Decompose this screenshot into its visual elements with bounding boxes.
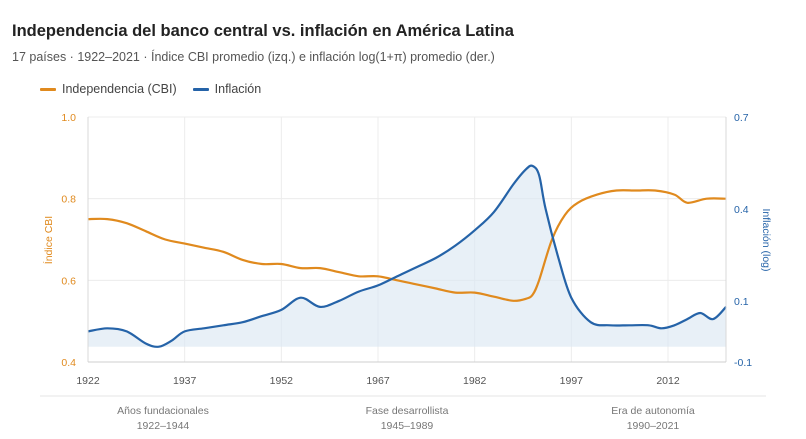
x-tick-label: 1997 (560, 375, 584, 387)
legend-swatch-cbi (40, 87, 56, 91)
y-left-tick-label: 0.8 (61, 194, 76, 206)
inflation-line (87, 164, 727, 348)
y-right-tick-label: 0.1 (734, 296, 749, 308)
y-left-tick-label: 1.0 (61, 112, 76, 124)
era-autonomy-range: 1990–2021 (626, 420, 680, 432)
inflation-area (88, 165, 726, 347)
era-foundational-name: Años fundacionales (117, 405, 209, 417)
cbi-line (87, 189, 727, 302)
y-left-tick-label: 0.6 (61, 275, 76, 287)
era-autonomy: Era de autonomía 1990–2021 (573, 404, 733, 434)
legend-label-cbi: Independencia (CBI) (62, 82, 177, 96)
era-foundational-range: 1922–1944 (136, 420, 190, 432)
x-tick-label: 1937 (173, 375, 197, 387)
y-right-axis-title: Inflación (log) (760, 208, 772, 271)
legend-swatch-inflation (192, 87, 209, 91)
y-right-tick-label: -0.1 (734, 357, 752, 369)
x-tick-label: 1922 (76, 375, 100, 387)
legend-label-inflation: Inflación (214, 82, 262, 96)
era-developmentalist: Fase desarrollista 1945–1989 (327, 404, 487, 434)
y-right-tick-label: 0.7 (734, 112, 749, 124)
era-developmentalist-name: Fase desarrollista (365, 405, 449, 417)
chart-title: Independencia del banco central vs. infl… (12, 22, 514, 40)
chart-subtitle: 17 países · 1922–2021 · Índice CBI prome… (12, 50, 495, 64)
legend-item-cbi[interactable]: Independencia (CBI) (40, 82, 177, 96)
y-right-tick-label: 0.4 (734, 204, 749, 216)
chart-legend: Independencia (CBI) Inflación (40, 82, 261, 96)
era-developmentalist-range: 1945–1989 (380, 420, 434, 432)
x-tick-label: 2012 (656, 375, 680, 387)
legend-item-inflation[interactable]: Inflación (192, 82, 262, 96)
era-autonomy-name: Era de autonomía (611, 405, 695, 417)
x-tick-label: 1967 (366, 375, 390, 387)
era-foundational: Años fundacionales 1922–1944 (83, 404, 243, 434)
x-tick-label: 1952 (270, 375, 294, 387)
y-left-tick-label: 0.4 (61, 357, 76, 369)
x-tick-label: 1982 (463, 375, 487, 387)
axes: 0.4 0.6 0.8 1.0 -0.1 0.1 0.4 0.7 1922 1937 1952 196… (42, 112, 772, 387)
y-left-axis-title: Índice CBI (42, 216, 55, 264)
grid-lines (87, 116, 726, 363)
